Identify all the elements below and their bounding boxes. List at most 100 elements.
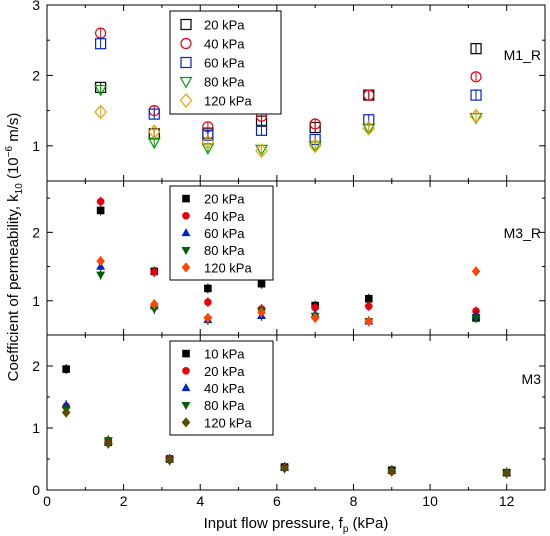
legend-marker	[180, 56, 192, 69]
legend-marker	[181, 402, 191, 411]
panel-frame	[46, 334, 546, 491]
data-point	[364, 316, 374, 327]
legend-label: 10 kPa	[204, 347, 245, 362]
y-tick-label: 1	[32, 138, 40, 154]
legend-marker	[182, 194, 190, 203]
y-axis-label: Coefficient of permeability, k10 (10−6 m…	[4, 113, 25, 382]
data-point	[96, 256, 105, 267]
legend-label: 120 kPa	[204, 94, 252, 109]
panel-0: 1 2 3 20 kPa 40 kPa 60 kPa 80 kPa 120 kPa M1_R	[32, 0, 546, 182]
data-point	[255, 143, 268, 159]
data-point	[254, 144, 269, 157]
x-tick-label: 8	[350, 493, 358, 509]
data-point	[469, 108, 483, 124]
series-80-kPa	[96, 269, 481, 327]
data-point	[204, 284, 212, 293]
legend-marker	[181, 417, 191, 428]
data-point	[96, 271, 106, 280]
y-tick-label: 0	[32, 482, 40, 498]
x-tick-label: 2	[120, 493, 128, 509]
legend-marker	[182, 212, 190, 220]
data-point	[62, 365, 70, 373]
legend: 20 kPa 40 kPa 60 kPa 80 kPa 120 kPa	[169, 10, 282, 115]
panel-frame	[46, 4, 546, 182]
series-120-kPa	[94, 104, 483, 159]
legend-label: 60 kPa	[204, 226, 245, 241]
data-point	[387, 466, 397, 477]
panel-title: M1_R	[504, 47, 541, 63]
series-40-kPa	[96, 196, 480, 317]
legend-label: 20 kPa	[204, 192, 245, 207]
panel-1: 1 2 20 kPa 40 kPa 60 kPa 80 kPa 120 kPa M3_R	[32, 180, 546, 336]
data-point	[255, 124, 268, 136]
legend-label: 20 kPa	[204, 364, 245, 379]
legend-label: 40 kPa	[204, 37, 245, 52]
data-point	[148, 108, 160, 120]
y-tick-label: 3	[32, 0, 40, 13]
series-80-kPa	[94, 84, 483, 157]
data-point	[364, 302, 373, 311]
x-tick-label: 4	[196, 493, 204, 509]
data-point	[147, 124, 161, 140]
series-120-kPa	[96, 256, 481, 327]
data-point	[470, 43, 482, 55]
data-point	[471, 266, 481, 277]
data-point	[363, 89, 375, 101]
y-tick-label: 2	[32, 67, 40, 83]
data-point	[362, 120, 376, 136]
data-point	[364, 294, 373, 303]
data-point	[94, 84, 108, 97]
legend-label: 20 kPa	[204, 18, 245, 33]
x-axis-label: Input flow pressure, fp (kPa)	[204, 515, 389, 535]
legend-label: 40 kPa	[204, 381, 245, 396]
data-point	[95, 38, 107, 50]
data-point	[471, 314, 481, 323]
legend-marker	[180, 18, 192, 31]
x-tick-label: 0	[43, 493, 51, 509]
legend-label: 80 kPa	[204, 75, 245, 90]
data-point	[308, 138, 322, 154]
panel-title: M3_R	[504, 225, 541, 241]
legend-marker	[180, 37, 192, 50]
data-point	[257, 279, 266, 288]
data-point	[203, 312, 213, 323]
series-20-kPa	[95, 43, 482, 140]
legend-label: 80 kPa	[204, 398, 245, 413]
series-120-kPa	[61, 407, 511, 479]
data-point	[257, 307, 266, 318]
data-point	[470, 89, 482, 101]
data-point	[204, 298, 212, 306]
x-tick-label: 6	[273, 493, 281, 509]
series-40-kPa	[95, 27, 482, 133]
data-point	[96, 206, 105, 215]
legend-marker	[179, 76, 193, 89]
data-point	[309, 118, 321, 130]
legend-marker	[182, 367, 190, 375]
series-10-kPa	[62, 364, 511, 478]
data-point	[104, 438, 113, 449]
legend-marker	[182, 349, 190, 358]
data-point	[502, 468, 511, 479]
y-tick-label: 1	[32, 293, 40, 309]
legend-marker	[181, 247, 191, 256]
legend-label: 120 kPa	[204, 260, 252, 275]
legend-marker	[181, 262, 191, 273]
legend: 10 kPa 20 kPa 40 kPa 80 kPa 120 kPa	[169, 340, 274, 436]
panel-frame	[46, 180, 546, 336]
y-tick-label: 1	[32, 420, 40, 436]
data-point	[61, 407, 71, 418]
data-point	[280, 463, 289, 474]
legend-label: 40 kPa	[204, 209, 245, 224]
data-point	[96, 197, 105, 206]
data-point	[94, 104, 107, 120]
panel-title: M3	[522, 371, 542, 387]
x-tick-label: 10	[422, 493, 438, 509]
data-point	[150, 268, 159, 276]
data-point	[201, 134, 215, 150]
data-point	[310, 312, 320, 323]
legend-label: 120 kPa	[204, 415, 252, 430]
data-point	[470, 71, 482, 83]
y-tick-label: 2	[32, 224, 40, 240]
y-tick-label: 2	[32, 358, 40, 374]
legend-label: 80 kPa	[204, 243, 245, 258]
